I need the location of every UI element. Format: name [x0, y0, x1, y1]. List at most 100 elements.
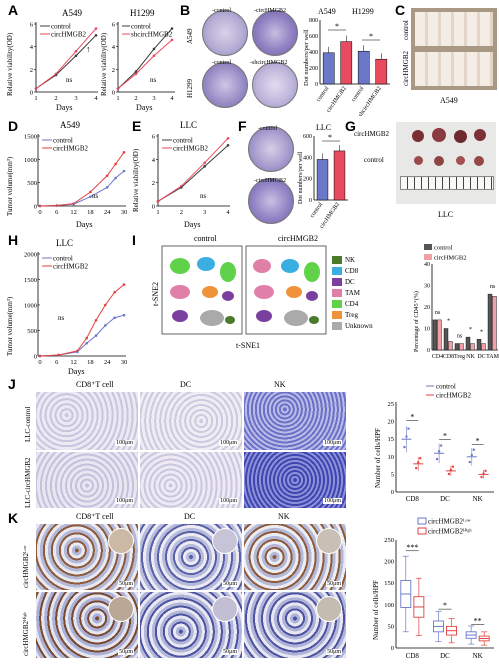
a-left-title: A549	[62, 8, 82, 18]
k-ytick: 50	[388, 623, 395, 630]
h-legend-0: control	[53, 255, 73, 263]
j-point	[437, 450, 441, 453]
ibar-annot: ns	[457, 334, 463, 340]
ibar-bar	[454, 343, 460, 351]
f-bar	[333, 150, 346, 201]
i-legend-item: NK	[332, 254, 412, 265]
a-right-series-control	[117, 28, 173, 89]
a-left-chart: A549 Relative viability(OD) Days 0 2 4 6 1 2 3…	[6, 8, 98, 112]
j-col-title-1: DC	[180, 380, 192, 389]
h-xlabel: Days	[68, 367, 84, 376]
d-xtick: 0	[38, 209, 41, 216]
panel-g-photo	[396, 122, 496, 204]
j-star: *	[443, 432, 447, 441]
d-ytick: 0	[34, 204, 37, 211]
j-ytick: 15	[388, 436, 395, 443]
tumor-ctrl-2	[434, 156, 444, 166]
a-right-legend-1: shcircHMGB2	[131, 31, 173, 39]
i-legend-item: Treg	[332, 309, 412, 320]
ibar-annot: *	[447, 319, 450, 325]
a-left-xlabel: Days	[56, 103, 72, 112]
f-ytick: 0	[309, 198, 312, 204]
a-left-ylabel: Relative viability(OD)	[6, 32, 14, 96]
ibar-ytick: 20	[424, 305, 430, 311]
panel-h-chart: LLC Tumor volume(mm³) Days 0 500 1000 1500 2…	[6, 238, 127, 376]
b-row-label-1: H1299	[186, 78, 194, 98]
panel-j-plot: control circHMGB2 Number of cells/HPF 0 5…	[374, 383, 494, 503]
ibar-legend-0: control	[434, 245, 453, 252]
h-xtick: 12	[70, 359, 77, 366]
a-left-legend-1: circHMGB2	[51, 31, 86, 39]
h-title: LLC	[56, 238, 73, 248]
e-xlabel: Days	[184, 220, 200, 229]
cluster-cd4	[170, 258, 190, 274]
tumor-ctrl-3	[456, 156, 465, 165]
f-star: *	[328, 133, 332, 142]
dish-h1299-control	[202, 62, 248, 108]
c-label-control: control	[402, 20, 410, 40]
ruler	[400, 176, 494, 190]
a-left-xtick: 4	[94, 95, 98, 102]
d-xtick: 24	[104, 209, 111, 216]
k-annot: ***	[406, 543, 418, 552]
k-micro-nk-high: 50μm	[244, 592, 346, 658]
j-micro-nk-control: 100μm	[244, 392, 346, 450]
panel-label-f: F	[238, 118, 247, 134]
ibar-cat: CD4	[432, 354, 443, 360]
k-legend-0: circHMGB2ᴸᵒʷ	[428, 518, 471, 526]
f-dish-label-1: -circHMGB2	[254, 178, 286, 184]
tumor-circ-4	[474, 129, 486, 141]
dish-h1299-shcirchmgb2	[252, 62, 298, 108]
ibar-ylabel: Percentage of CD45⁺(%)	[413, 291, 420, 352]
j-point	[403, 445, 406, 449]
j-star: *	[476, 436, 480, 445]
e-ytick: 2	[152, 180, 155, 187]
tumor-circ-1	[412, 130, 424, 142]
e-title: LLC	[180, 120, 197, 130]
j-point	[435, 457, 439, 461]
j-ytick: 10	[388, 454, 395, 461]
k-ytick: 0	[391, 645, 394, 652]
i-legend-label: CD4	[345, 299, 359, 308]
cluster-treg	[202, 286, 218, 298]
j-point	[449, 468, 453, 472]
b-dish-label-2: -control	[212, 60, 231, 66]
i-legend-label: CD8	[345, 266, 359, 275]
panel-label-a: A	[8, 2, 19, 18]
a-left-xtick: 2	[54, 95, 57, 102]
j-point	[417, 461, 420, 464]
j-point	[470, 453, 473, 457]
ibar-ytick: 30	[424, 284, 430, 290]
j-legend-0: control	[436, 383, 456, 391]
f-ylabel: Dot numbers/per well	[298, 151, 304, 204]
j-ylabel: Number of cells/HPF	[374, 428, 382, 488]
cluster-tam	[170, 285, 190, 299]
d-xtick: 6	[55, 209, 59, 216]
e-xtick: 3	[203, 209, 206, 216]
tumor-ctrl-4	[474, 156, 484, 166]
h-series-control	[39, 314, 125, 357]
b-bar-title-1: H1299	[352, 7, 374, 16]
j-micro-dc-circ: 100μm	[140, 452, 242, 508]
b-star-0: *	[335, 22, 339, 31]
g-label-circhmgb2: circHMGB2	[354, 130, 389, 138]
ibar-ytick: 40	[424, 262, 430, 268]
b-cat: control	[316, 85, 331, 103]
d-xtick: 12	[70, 209, 77, 216]
d-legend-0: control	[53, 137, 73, 145]
g-caption: LLC	[438, 210, 454, 219]
j-point	[415, 466, 418, 470]
i-legend-item: DC	[332, 276, 412, 287]
d-title: A549	[60, 120, 80, 130]
ibar-cat: CD8	[443, 354, 454, 360]
k-ytick: 150	[384, 580, 394, 587]
a-left-annot: ns	[66, 76, 73, 84]
j-legend-1: circHMGB2	[436, 392, 471, 400]
cluster-nk	[225, 316, 235, 324]
i-legend-item: CD8	[332, 265, 412, 276]
e-legend-0: control	[173, 137, 193, 145]
j-point	[480, 475, 483, 479]
i-tsne-plots: t-SNE1 t-SNE2	[151, 245, 327, 350]
b-star-1: *	[369, 32, 373, 41]
f-dish-circhmgb2	[248, 178, 294, 224]
